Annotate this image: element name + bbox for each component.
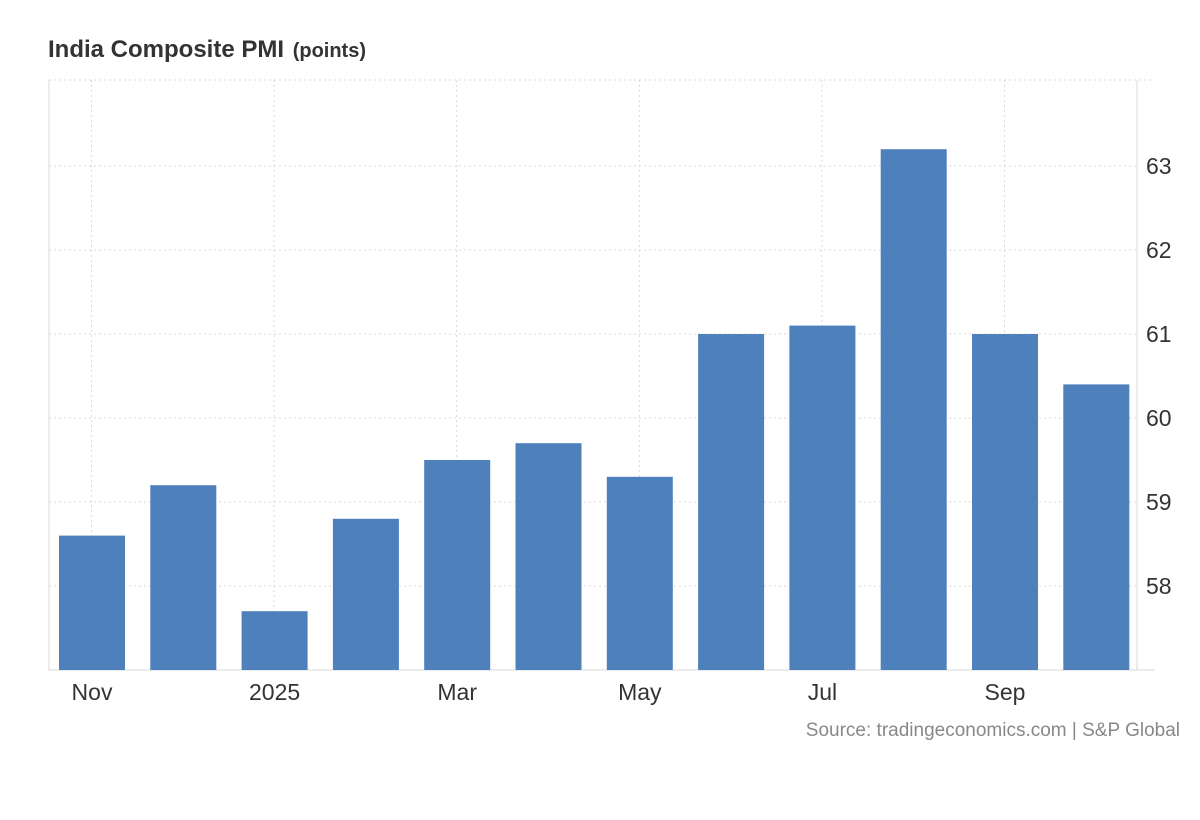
x-tick-label: Nov [72, 679, 113, 705]
y-tick-label: 60 [1146, 405, 1172, 431]
x-tick-label: 2025 [249, 679, 300, 705]
bar-chart: 58 59 60 61 62 63 Nov 2025 Mar May Jul Sep [48, 79, 1172, 705]
chart-title: India Composite PMI (points) [48, 36, 366, 64]
bar-2025-10 [1063, 384, 1130, 670]
y-tick-label: 58 [1146, 573, 1172, 599]
chart-title-text: India Composite PMI [48, 36, 285, 63]
bar-2025-05 [606, 476, 673, 670]
source-note: Source: tradingeconomics.com | S&P Globa… [805, 720, 1180, 741]
bar-2025-06 [698, 334, 765, 670]
bar-2025-08 [880, 149, 947, 670]
x-tick-label: Mar [437, 679, 477, 705]
y-tick-labels: 58 59 60 61 62 63 [1146, 153, 1172, 599]
y-tick-label: 63 [1146, 153, 1172, 179]
y-tick-label: 59 [1146, 489, 1172, 515]
chart-unit: (points) [292, 40, 366, 62]
x-tick-label: Jul [808, 679, 837, 705]
bar-2024-12 [150, 485, 217, 670]
bar-2025-04 [515, 443, 582, 670]
x-tick-label: Sep [985, 679, 1026, 705]
bar-2025-01 [241, 611, 308, 670]
x-tick-labels: Nov 2025 Mar May Jul Sep [72, 679, 1026, 705]
y-tick-label: 61 [1146, 321, 1172, 347]
bar-2025-09 [972, 334, 1038, 670]
x-tick-label: May [618, 679, 662, 705]
bar-2025-02 [332, 518, 399, 670]
bar-2025-07 [789, 325, 856, 670]
bar-2025-03 [424, 460, 491, 670]
y-tick-label: 62 [1146, 237, 1172, 263]
bar-2024-11 [59, 535, 125, 670]
bars [59, 149, 1130, 670]
